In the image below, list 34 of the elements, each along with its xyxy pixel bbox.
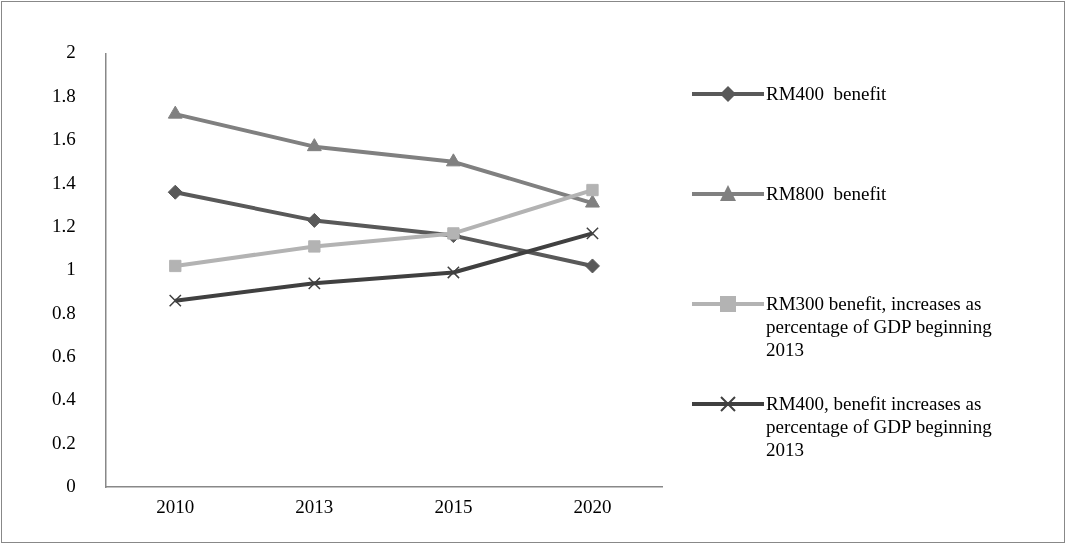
point: [307, 276, 321, 290]
legend-label: RM800 benefit: [766, 182, 888, 205]
point: [306, 138, 322, 152]
point: [585, 194, 600, 208]
point: [445, 153, 461, 167]
y-tick-label: 1.4: [52, 171, 77, 193]
y-tick-label: 0: [66, 475, 76, 497]
y-tick-label: 2: [66, 41, 76, 63]
y-tick-label: 0.8: [52, 301, 76, 323]
y-tick-label: 1.2: [52, 214, 76, 236]
point: [306, 212, 322, 228]
point: [308, 240, 321, 253]
y-tick-label: 0.6: [52, 345, 76, 367]
y-tick-label: 1.8: [52, 84, 76, 106]
y-tick-label: 0.4: [52, 388, 77, 410]
point: [167, 184, 183, 200]
x-tick-label: 2015: [434, 495, 473, 517]
point: [169, 259, 182, 273]
y-tick-label: 1: [66, 258, 76, 280]
point: [447, 266, 460, 279]
point: [447, 227, 460, 240]
y-tick-label: 1.6: [52, 128, 76, 150]
point: [584, 258, 600, 274]
legend-label: RM400, benefit increases as percentage of GDP beginning 2013: [766, 392, 993, 461]
legend-label: RM300 benefit, increases as percentage of GDP beginning 2013: [766, 292, 993, 361]
legend-label: RM400 benefit: [766, 82, 888, 105]
point: [168, 294, 182, 308]
x-tick-label: 2010: [156, 495, 195, 517]
point: [586, 227, 599, 240]
y-tick-label: 0.2: [52, 431, 76, 453]
x-tick-label: 2020: [573, 495, 612, 517]
point: [586, 183, 599, 197]
point: [167, 105, 183, 119]
x-tick-label: 2013: [295, 495, 334, 517]
